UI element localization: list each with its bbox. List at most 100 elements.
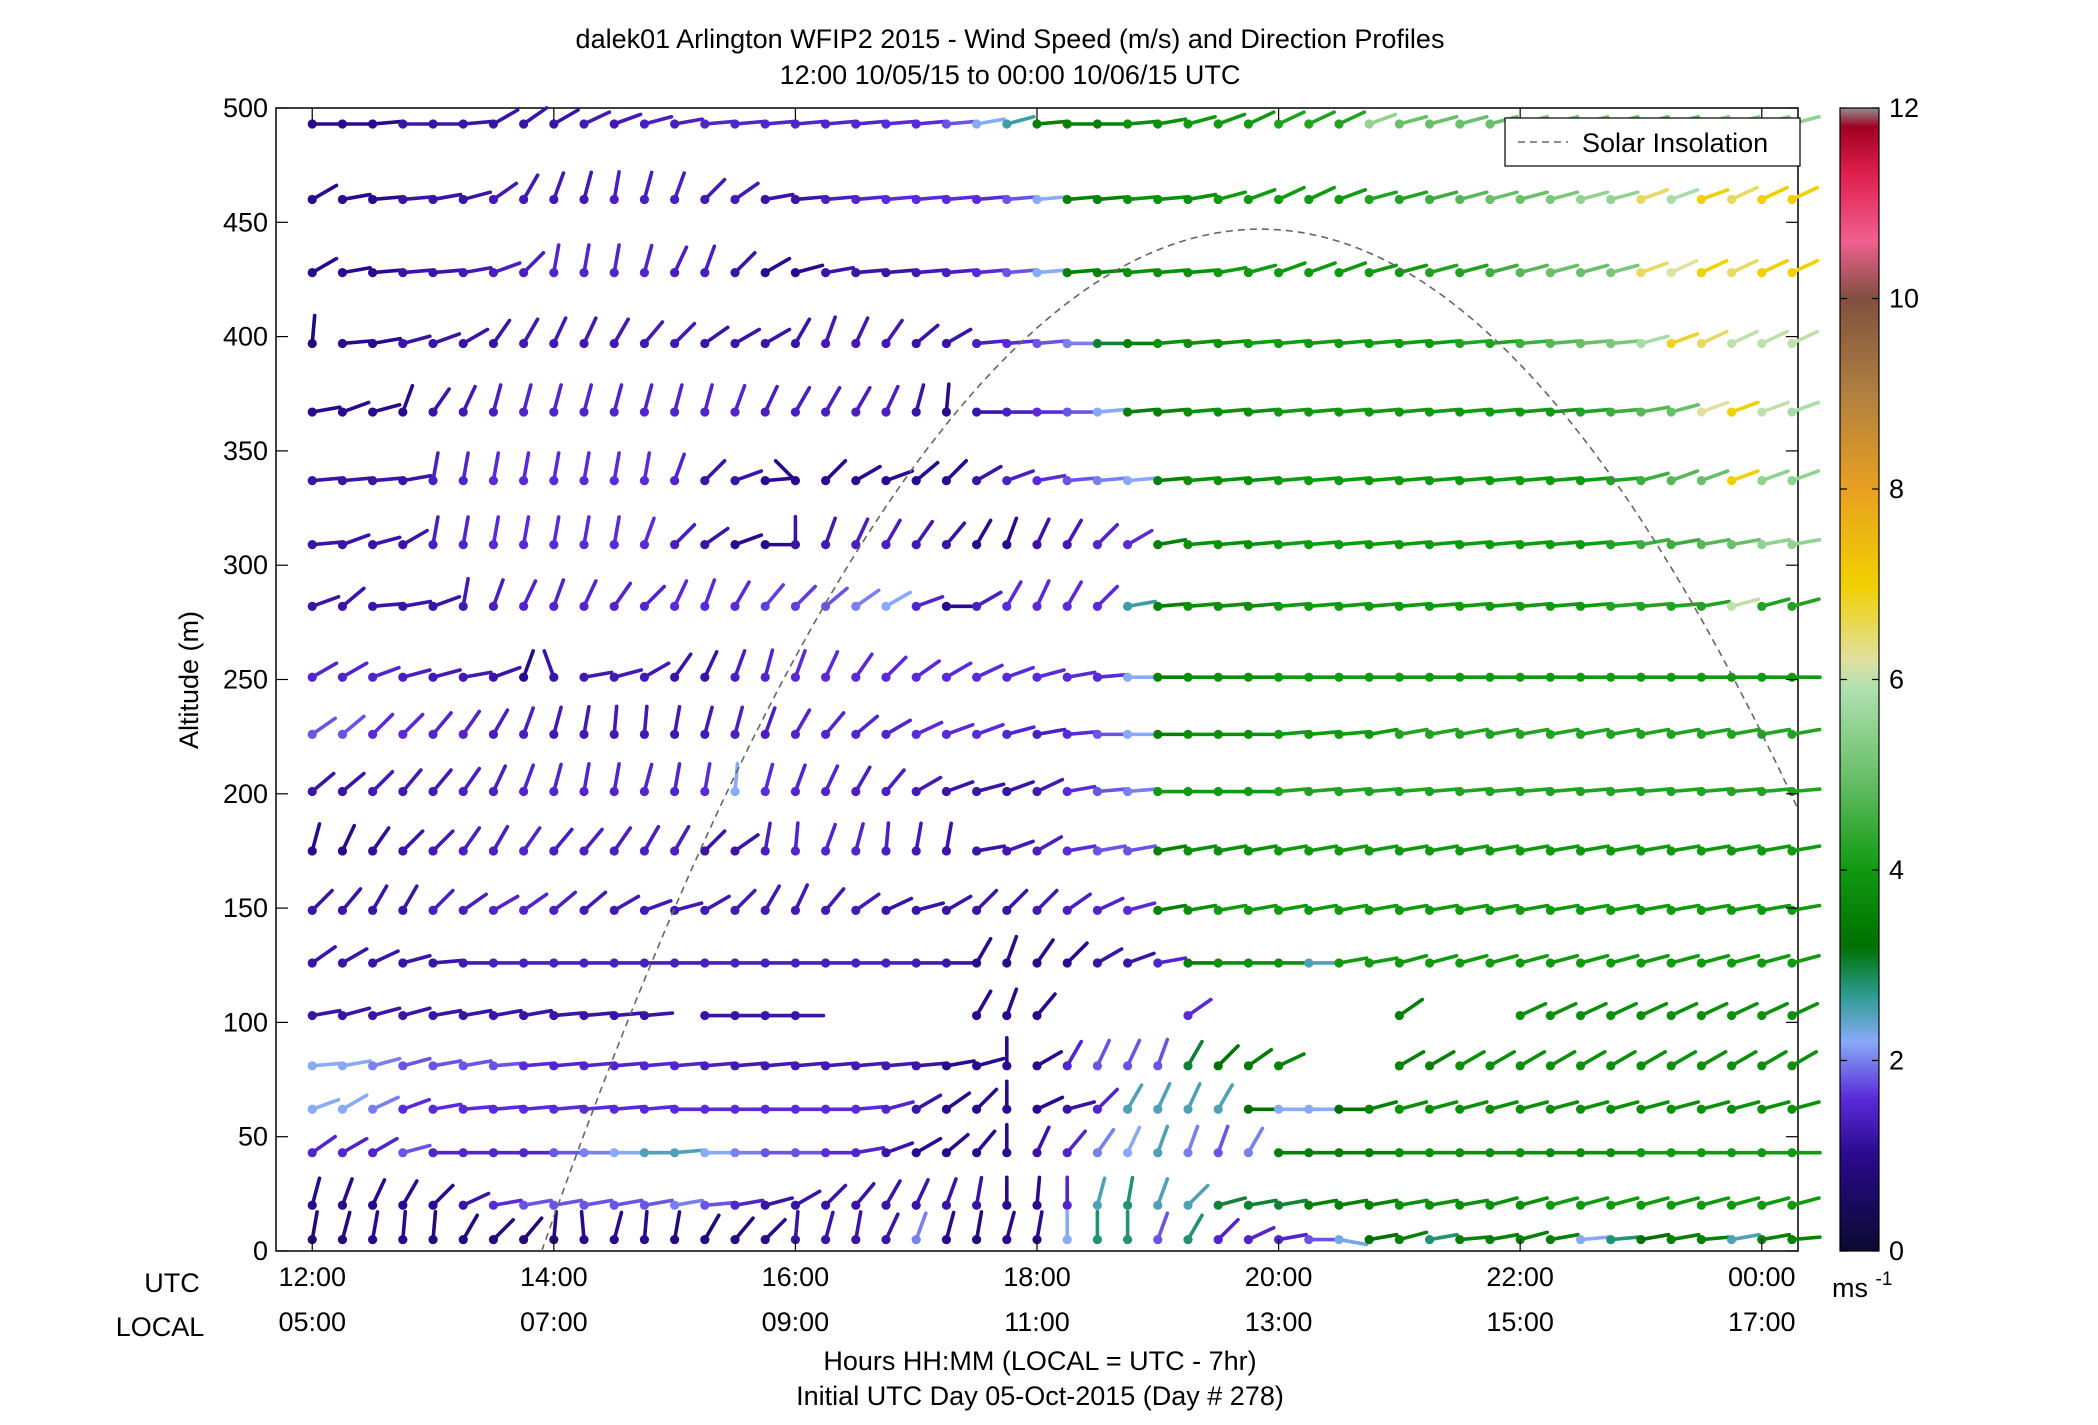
wind-barb-staff: [1699, 844, 1731, 853]
wind-barb: [941, 1210, 956, 1245]
wind-barb: [1515, 844, 1550, 856]
wind-barb-staff: [1608, 540, 1641, 547]
wind-barb-base: [1364, 786, 1374, 797]
wind-barb-staff: [773, 459, 798, 483]
wind-barb-base: [639, 119, 650, 129]
wind-barb-staff: [491, 383, 503, 414]
wind-barb-base: [1364, 905, 1374, 915]
wind-barb-base: [1334, 194, 1344, 205]
wind-barb-base: [730, 267, 740, 278]
wind-barb-staff: [552, 108, 580, 126]
wind-barb-base: [1213, 601, 1223, 611]
wind-barb-staff: [854, 385, 872, 414]
wind-barb-base: [1666, 905, 1676, 915]
wind-barb: [1757, 844, 1792, 856]
wind-barb: [1304, 261, 1337, 278]
wind-barb: [1606, 844, 1641, 856]
wind-barb: [1213, 476, 1248, 486]
wind-barb-base: [488, 905, 499, 915]
wind-barb: [700, 526, 730, 550]
wind-barb-staff: [1095, 195, 1128, 202]
wind-barb-base: [881, 476, 891, 486]
wind-barb-base: [398, 194, 408, 205]
wind-barb-base: [1153, 267, 1163, 278]
wind-barb: [639, 762, 654, 797]
wind-barb: [519, 106, 549, 129]
wind-barb: [639, 170, 654, 205]
wind-barb: [1455, 727, 1490, 739]
wind-barb-base: [1424, 1148, 1435, 1158]
wind-barb: [1666, 672, 1701, 682]
wind-barb-base: [1696, 476, 1706, 486]
wind-barb-staff: [461, 826, 482, 853]
wind-barb: [670, 1148, 705, 1158]
wind-barb-staff: [1095, 844, 1127, 853]
wind-barb: [519, 1104, 554, 1114]
wind-barb-base: [1666, 1200, 1676, 1210]
wind-barb-base: [730, 1010, 740, 1021]
y-axis-label: Altitude (m): [174, 611, 204, 749]
wind-barb: [1243, 540, 1279, 550]
wind-barb: [1726, 597, 1761, 611]
wind-barb: [1153, 729, 1188, 739]
wind-barb-staff: [884, 768, 906, 794]
wind-barb: [821, 822, 837, 856]
wind-barb-base: [1485, 1061, 1495, 1071]
wind-barb-base: [1364, 1104, 1374, 1114]
wind-barb-staff: [370, 268, 403, 275]
wind-barb-base: [1606, 958, 1616, 968]
wind-barb-base: [1213, 267, 1223, 278]
wind-barb: [1032, 835, 1064, 856]
wind-barb: [1062, 729, 1097, 739]
wind-barb: [609, 317, 631, 349]
wind-barb-base: [1424, 1061, 1435, 1071]
wind-barb-base: [337, 407, 348, 417]
wind-barb: [1062, 119, 1097, 129]
wind-barb-base: [1515, 540, 1525, 550]
wind-barb-base: [700, 1061, 710, 1071]
wind-barb: [1153, 1211, 1170, 1245]
legend-label: Solar Insolation: [1582, 128, 1768, 158]
wind-barb-staff: [1548, 1196, 1580, 1208]
wind-barb-base: [458, 476, 468, 486]
wind-barb-base: [941, 905, 952, 915]
wind-barb: [1334, 1104, 1369, 1114]
wind-barb-staff: [1095, 1087, 1119, 1112]
wind-barb-base: [1062, 1234, 1072, 1245]
wind-barb-staff: [1699, 329, 1729, 346]
wind-barb: [911, 323, 940, 349]
wind-barb: [790, 385, 812, 417]
wind-barb: [1696, 329, 1729, 349]
wind-barb: [368, 665, 401, 682]
wind-barb-base: [1394, 1148, 1404, 1158]
wind-barb: [972, 267, 1007, 278]
wind-barb-staff: [1488, 476, 1520, 483]
wind-barb: [1092, 1038, 1112, 1071]
wind-barb-base: [428, 729, 438, 739]
wind-barb-base: [368, 1148, 378, 1158]
wind-barb-staff: [1639, 602, 1671, 609]
wind-barb-staff: [642, 824, 661, 853]
wind-barb-staff: [310, 771, 336, 794]
wind-barb: [639, 824, 661, 856]
wind-barb-base: [458, 729, 468, 739]
wind-barb-staff: [340, 339, 373, 346]
wind-barb-base: [1515, 958, 1525, 968]
x-tick-label-local: 09:00: [762, 1307, 830, 1337]
wind-barb: [1153, 267, 1188, 278]
wind-barb-base: [911, 846, 921, 856]
wind-barb-staff: [1216, 903, 1248, 913]
wind-barb-base: [1032, 846, 1042, 856]
wind-barb-base: [549, 601, 559, 611]
wind-barb-base: [458, 601, 468, 611]
wind-barb-base: [1062, 672, 1072, 682]
wind-barb-staff: [431, 711, 453, 737]
wind-barb: [1183, 1039, 1204, 1071]
wind-barb-staff: [914, 195, 946, 202]
wind-barb-staff: [1457, 602, 1490, 609]
wind-barb: [1545, 672, 1581, 682]
wind-barb: [1636, 1001, 1669, 1021]
wind-barb: [941, 521, 967, 550]
wind-barb-base: [821, 1234, 831, 1245]
wind-barb-base: [972, 194, 982, 205]
